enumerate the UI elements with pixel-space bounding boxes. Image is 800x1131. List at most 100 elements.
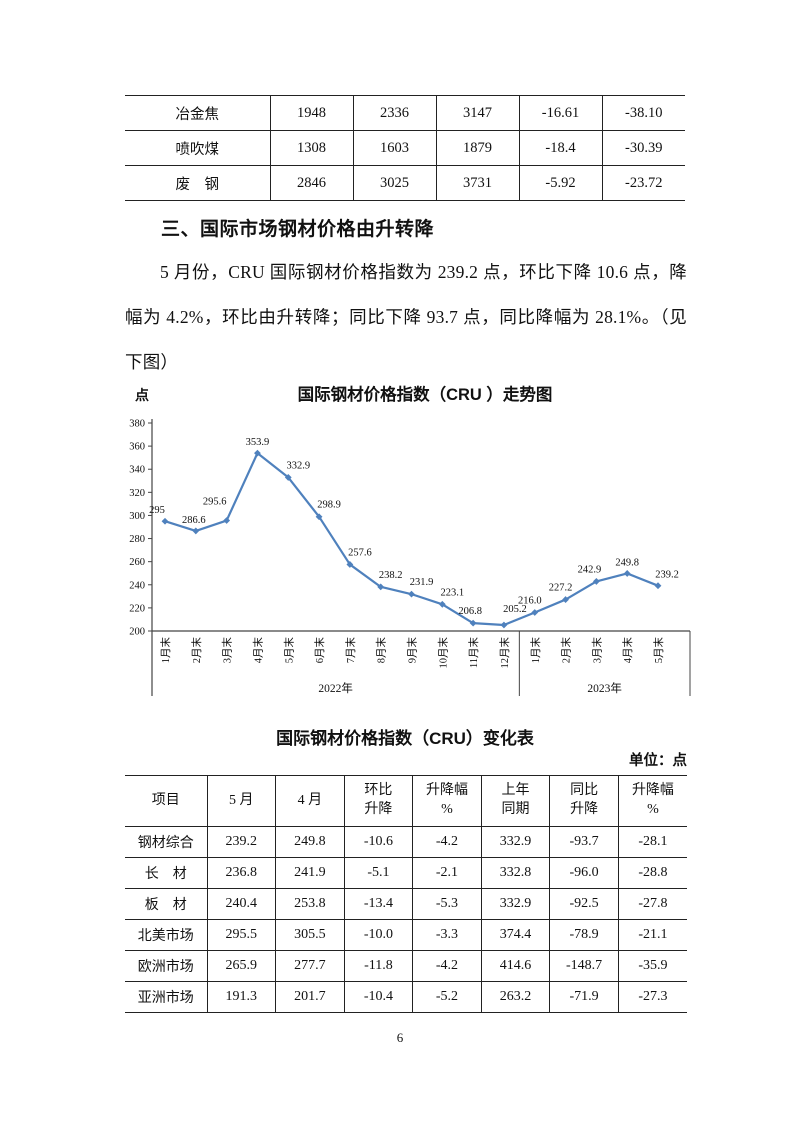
svg-text:12月末: 12月末: [498, 637, 511, 669]
table-row: 冶金焦 1948 2336 3147 -16.61 -38.10: [125, 95, 685, 131]
svg-text:205.2: 205.2: [503, 604, 527, 615]
svg-text:2月末: 2月末: [560, 637, 573, 664]
svg-text:360: 360: [129, 442, 145, 453]
col-header: 环比 升降: [343, 775, 413, 827]
row-label: 钢材综合: [125, 826, 207, 858]
svg-text:2月末: 2月末: [190, 637, 203, 664]
svg-text:10月末: 10月末: [436, 637, 449, 669]
cell: -23.72: [601, 165, 685, 201]
cell: -71.9: [549, 981, 619, 1013]
cell: 295.5: [206, 919, 276, 951]
svg-text:340: 340: [129, 465, 145, 476]
svg-text:280: 280: [129, 534, 145, 545]
svg-text:点: 点: [135, 387, 149, 403]
row-label: 板 材: [125, 888, 207, 920]
svg-text:3月末: 3月末: [221, 637, 234, 664]
svg-text:9月末: 9月末: [406, 637, 419, 664]
col-header: 升降幅 %: [617, 775, 687, 827]
svg-text:231.9: 231.9: [410, 577, 434, 588]
svg-text:1月末: 1月末: [159, 637, 172, 664]
row-label: 欧洲市场: [125, 950, 207, 982]
body-paragraph: 5 月份，CRU 国际钢材价格指数为 239.2 点，环比下降 10.6 点，降…: [125, 262, 687, 372]
svg-text:206.8: 206.8: [458, 606, 482, 617]
cell: -92.5: [549, 888, 619, 920]
col-header: 同比 升降: [549, 775, 619, 827]
cell: 3147: [435, 95, 519, 131]
cell: -93.7: [549, 826, 619, 858]
cell: 3731: [435, 165, 519, 201]
svg-text:380: 380: [129, 419, 145, 430]
svg-text:320: 320: [129, 488, 145, 499]
svg-text:249.8: 249.8: [615, 557, 639, 568]
cell: 263.2: [480, 981, 550, 1013]
cell: -10.6: [343, 826, 413, 858]
row-label: 北美市场: [125, 919, 207, 951]
cell: -11.8: [343, 950, 413, 982]
cell: 1308: [269, 130, 353, 166]
cell: -27.8: [617, 888, 687, 920]
svg-text:2023年: 2023年: [587, 681, 622, 695]
table-row: 喷吹煤 1308 1603 1879 -18.4 -30.39: [125, 130, 685, 166]
cell: -38.10: [601, 95, 685, 131]
svg-text:223.1: 223.1: [441, 587, 465, 598]
table-row: 北美市场 295.5 305.5 -10.0 -3.3 374.4 -78.9 …: [125, 919, 687, 951]
cell: -27.3: [617, 981, 687, 1013]
row-label: 长 材: [125, 857, 207, 889]
svg-text:332.9: 332.9: [286, 460, 310, 471]
cell: 2336: [352, 95, 436, 131]
cell: 1948: [269, 95, 353, 131]
cell: 3025: [352, 165, 436, 201]
svg-text:227.2: 227.2: [549, 583, 573, 594]
header-row: 项目 5 月 4 月 环比 升降 升降幅 % 上年 同期 同比 升降 升降幅 %: [125, 775, 687, 827]
cell: 414.6: [480, 950, 550, 982]
cru-change-table: 项目 5 月 4 月 环比 升降 升降幅 % 上年 同期 同比 升降 升降幅 %…: [125, 775, 687, 1013]
svg-text:8月末: 8月末: [375, 637, 388, 664]
cell: 240.4: [206, 888, 276, 920]
svg-text:3月末: 3月末: [590, 637, 603, 664]
cell: -10.4: [343, 981, 413, 1013]
row-label: 喷吹煤: [125, 130, 270, 166]
cell: 253.8: [275, 888, 345, 920]
cru-index-line-chart: 点 国际钢材价格指数（CRU ）走势图 200 220 240 260 280 300 320 3…: [125, 383, 691, 705]
cell: -148.7: [549, 950, 619, 982]
svg-text:257.6: 257.6: [348, 547, 372, 558]
cell: 201.7: [275, 981, 345, 1013]
cell: -21.1: [617, 919, 687, 951]
cell: -96.0: [549, 857, 619, 889]
cell: -18.4: [518, 130, 602, 166]
svg-text:238.2: 238.2: [379, 570, 403, 581]
cell: 236.8: [206, 857, 276, 889]
price-continuation-table: 冶金焦 1948 2336 3147 -16.61 -38.10 喷吹煤 130…: [125, 95, 685, 201]
cell: 374.4: [480, 919, 550, 951]
svg-text:242.9: 242.9: [578, 564, 602, 575]
page-number: 6: [396, 1030, 404, 1045]
cell: 249.8: [275, 826, 345, 858]
svg-text:220: 220: [129, 603, 145, 614]
svg-text:300: 300: [129, 511, 145, 522]
svg-text:4月末: 4月末: [621, 637, 634, 664]
svg-text:216.0: 216.0: [518, 596, 542, 607]
cell: 265.9: [206, 950, 276, 982]
svg-text:国际钢材价格指数（CRU ）走势图: 国际钢材价格指数（CRU ）走势图: [298, 384, 553, 404]
cell: -5.92: [518, 165, 602, 201]
chart-canvas: 点 国际钢材价格指数（CRU ）走势图 200 220 240 260 280 300 320 3…: [129, 384, 691, 696]
svg-text:1月末: 1月末: [529, 637, 542, 664]
cell: -35.9: [617, 950, 687, 982]
cell: 191.3: [206, 981, 276, 1013]
cell: 241.9: [275, 857, 345, 889]
cell: 2846: [269, 165, 353, 201]
svg-text:2022年: 2022年: [318, 681, 353, 695]
svg-text:5月末: 5月末: [652, 637, 665, 664]
cell: 332.9: [480, 888, 550, 920]
cell: 1879: [435, 130, 519, 166]
cell: 332.8: [480, 857, 550, 889]
cell: -10.0: [343, 919, 413, 951]
cell: 277.7: [275, 950, 345, 982]
cell: -4.2: [412, 826, 482, 858]
table-row: 长 材 236.8 241.9 -5.1 -2.1 332.8 -96.0 -2…: [125, 857, 687, 889]
cell: -4.2: [412, 950, 482, 982]
cell: -28.1: [617, 826, 687, 858]
cell: 332.9: [480, 826, 550, 858]
svg-text:7月末: 7月末: [344, 637, 357, 664]
